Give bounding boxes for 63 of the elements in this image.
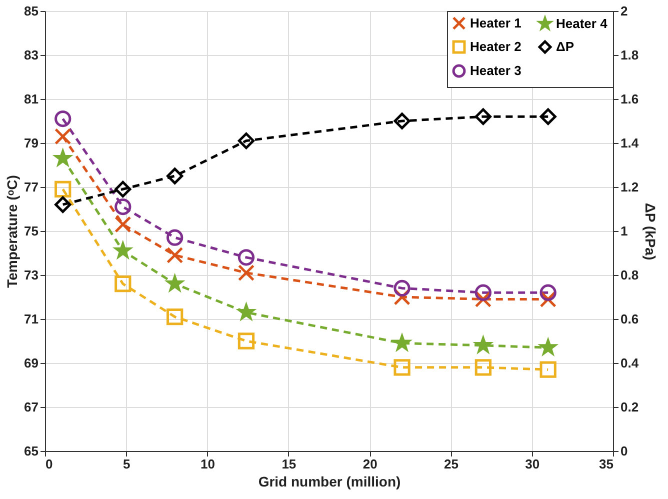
point bbox=[238, 264, 255, 282]
x-tick-label: 10 bbox=[200, 456, 216, 472]
y2-tick-label: 0 bbox=[620, 444, 628, 458]
point bbox=[166, 308, 184, 326]
point bbox=[474, 108, 492, 125]
y2-axis-title: ΔP (kPa) bbox=[642, 202, 659, 260]
point bbox=[394, 280, 410, 297]
point bbox=[238, 132, 255, 150]
point bbox=[114, 198, 132, 216]
point bbox=[54, 110, 72, 128]
y-tick-label: 67 bbox=[24, 400, 38, 414]
point bbox=[114, 216, 132, 233]
y2-tick-label: 2 bbox=[620, 4, 628, 18]
y-tick-label: 81 bbox=[24, 92, 38, 106]
legend-label: ΔP bbox=[556, 39, 574, 54]
y2-tick-label: 1.4 bbox=[620, 136, 640, 150]
x-tick-label: 30 bbox=[525, 456, 540, 472]
point bbox=[166, 229, 184, 246]
x-tick-label: 0 bbox=[46, 456, 53, 472]
y-tick-label: 69 bbox=[24, 356, 38, 370]
y2-tick-label: 1.2 bbox=[620, 180, 639, 194]
x-tick-label: 20 bbox=[362, 456, 378, 472]
point bbox=[54, 128, 72, 145]
y2-tick-label: 0.8 bbox=[620, 268, 639, 282]
legend-label: Heater 3 bbox=[470, 63, 522, 78]
y-tick-label: 83 bbox=[24, 48, 38, 62]
point bbox=[54, 180, 72, 198]
point bbox=[540, 284, 556, 301]
point bbox=[114, 180, 132, 198]
y-tick-label: 79 bbox=[24, 136, 38, 150]
point bbox=[238, 332, 255, 350]
x-tick-label: 15 bbox=[282, 456, 296, 472]
point bbox=[474, 359, 492, 376]
point bbox=[238, 249, 255, 266]
y-tick-label: 73 bbox=[24, 268, 38, 282]
y2-tick-label: 0.2 bbox=[620, 400, 639, 414]
point bbox=[394, 359, 410, 376]
point bbox=[114, 275, 132, 292]
point bbox=[166, 168, 184, 184]
x-tick-label: 35 bbox=[599, 456, 614, 472]
y-tick-label: 65 bbox=[24, 444, 38, 458]
y-tick-label: 77 bbox=[24, 180, 38, 194]
point bbox=[54, 196, 72, 213]
legend-label: Heater 4 bbox=[556, 16, 608, 31]
x-axis-title: Grid number (million) bbox=[258, 474, 401, 490]
y-tick-label: 85 bbox=[24, 4, 38, 18]
y2-tick-label: 1.6 bbox=[620, 92, 639, 106]
y2-tick-label: 1 bbox=[620, 224, 628, 238]
legend-label: Heater 1 bbox=[470, 15, 522, 30]
x-tick-label: 25 bbox=[444, 456, 458, 472]
y2-tick-label: 0.6 bbox=[620, 312, 639, 326]
y2-tick-label: 1.8 bbox=[620, 48, 639, 62]
y-tick-label: 75 bbox=[24, 224, 38, 238]
point bbox=[394, 112, 410, 130]
y2-tick-label: 0.4 bbox=[620, 356, 640, 370]
point bbox=[540, 361, 556, 378]
point bbox=[474, 284, 492, 301]
legend-label: Heater 2 bbox=[470, 39, 522, 54]
point bbox=[540, 108, 556, 125]
y-tick-label: 71 bbox=[24, 312, 38, 326]
point bbox=[166, 246, 184, 264]
x-tick-label: 5 bbox=[123, 456, 130, 472]
y-axis-title: Temperature (ᵒC) bbox=[4, 175, 20, 288]
